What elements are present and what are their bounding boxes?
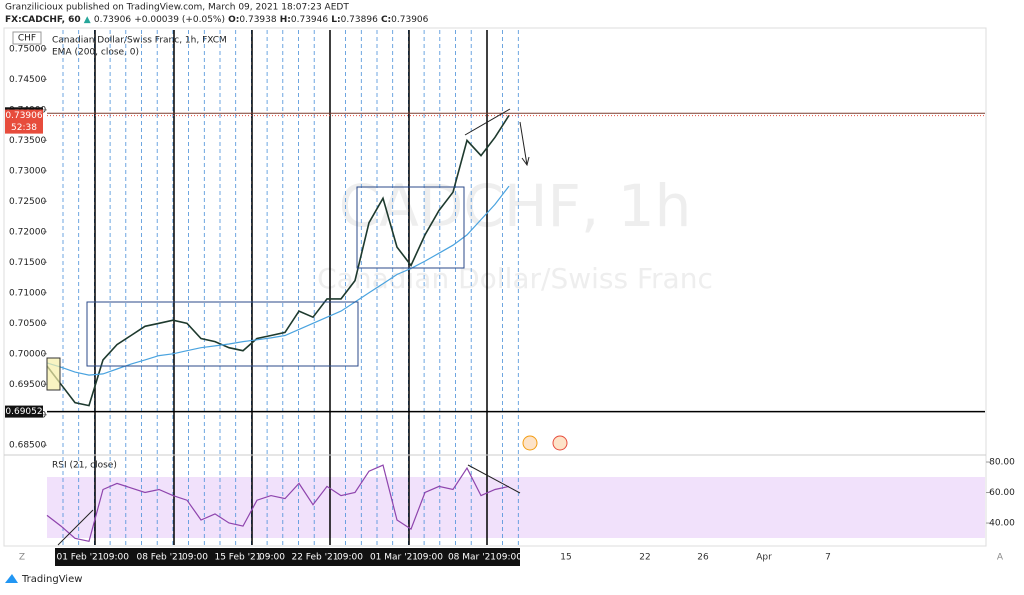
y-tick-label: 60.00 <box>989 488 1015 498</box>
button[interactable]: Z <box>19 553 25 563</box>
x-tick-label: 09:00 <box>259 553 285 563</box>
y-tick-label: 0.72000 <box>9 227 46 237</box>
x-tick-label: Apr <box>756 553 772 563</box>
arrow-head <box>521 156 530 167</box>
yellow-box <box>46 357 61 391</box>
series-line <box>46 185 510 376</box>
countdown: 52:38 <box>11 123 37 133</box>
chart-title: Canadian Dollar/Swiss Franc, 1h, FXCM <box>52 36 227 46</box>
frame <box>3 27 987 547</box>
trend-line <box>467 464 521 494</box>
y-tick-label: 0.73500 <box>9 136 46 146</box>
trend-line <box>464 108 511 136</box>
watermark: CADCHF, 1h <box>339 172 692 240</box>
price-label: 0.69052 <box>5 407 42 417</box>
x-tick-label: 22 Feb '21 <box>291 553 338 563</box>
button[interactable]: A <box>997 553 1004 563</box>
arrow <box>519 121 528 166</box>
event-icon <box>522 435 538 451</box>
price-badge <box>5 109 43 134</box>
y-tick-label: 0.68500 <box>9 441 46 451</box>
x-tick-label: 08 Mar '21 <box>448 553 496 563</box>
y-tick-label: 0.69500 <box>9 380 46 390</box>
rsi-title: RSI (21, close) <box>52 461 117 471</box>
x-tick-label: 01 Feb '21 <box>56 553 103 563</box>
y-tick-label: 80.00 <box>989 458 1015 468</box>
l-key: L: <box>331 15 340 25</box>
y-tick-label: 0.70000 <box>9 349 46 359</box>
x-tick-label: 09:00 <box>496 553 522 563</box>
o-key: O: <box>228 15 239 25</box>
h-key: H: <box>280 15 291 25</box>
time-axis-highlight <box>55 548 520 566</box>
x-tick-label: 01 Mar '21 <box>370 553 418 563</box>
series-line <box>46 464 510 543</box>
series-line <box>46 114 510 407</box>
x-tick-label: 09:00 <box>182 553 208 563</box>
brand: TradingView <box>21 574 82 585</box>
l-val: 0.73896 <box>341 15 378 25</box>
x-tick-label: 09:00 <box>103 553 129 563</box>
publisher: Granzilicioux published on TradingView.c… <box>5 3 349 13</box>
x-tick-label: 15 <box>560 553 571 563</box>
y-tick-label: 0.73000 <box>9 166 46 176</box>
c-val: 0.73906 <box>391 15 428 25</box>
y-tick-label: 0.71500 <box>9 258 46 268</box>
event-icon <box>552 435 568 451</box>
y-tick-label: 0.71000 <box>9 288 46 298</box>
range-box <box>356 186 465 269</box>
x-tick-label: 7 <box>825 553 831 563</box>
price-badge <box>5 405 43 418</box>
y-tick-label: 0.74500 <box>9 75 46 85</box>
arrow: ▲ <box>84 15 91 25</box>
watermark-sub: Canadian Dollar/Swiss Franc <box>317 262 713 295</box>
x-tick-label: 09:00 <box>417 553 443 563</box>
price-label: 0.73906 <box>5 111 42 121</box>
o-val: 0.73938 <box>239 15 276 25</box>
currency: CHF <box>18 34 36 44</box>
x-tick-label: 15 Feb '21 <box>214 553 261 563</box>
x-tick-label: 22 <box>639 553 650 563</box>
trend-line <box>57 509 94 546</box>
change: +0.00039 (+0.05%) <box>134 15 225 25</box>
logo <box>5 574 18 583</box>
y-tick-label: 0.72500 <box>9 197 46 207</box>
rsi-band <box>47 477 985 538</box>
x-tick-label: 09:00 <box>337 553 363 563</box>
y-tick-label: 40.00 <box>989 519 1015 529</box>
range-box <box>86 301 359 367</box>
x-tick-label: 08 Feb '21 <box>136 553 183 563</box>
plot: 0.750000.745000.740000.735000.730000.725… <box>4 30 1015 545</box>
quote-line: FX:CADCHF, 60 ▲ 0.73906 +0.00039 (+0.05%… <box>5 15 429 25</box>
currency-box <box>12 31 42 45</box>
last: 0.73906 <box>94 15 131 25</box>
h-val: 0.73946 <box>291 15 328 25</box>
x-tick-label: 26 <box>697 553 709 563</box>
c-key: C: <box>381 15 391 25</box>
y-tick-label: 0.70500 <box>9 319 46 329</box>
y-tick-label: 0.75000 <box>9 44 46 54</box>
symbol: FX:CADCHF, 60 <box>5 15 81 25</box>
